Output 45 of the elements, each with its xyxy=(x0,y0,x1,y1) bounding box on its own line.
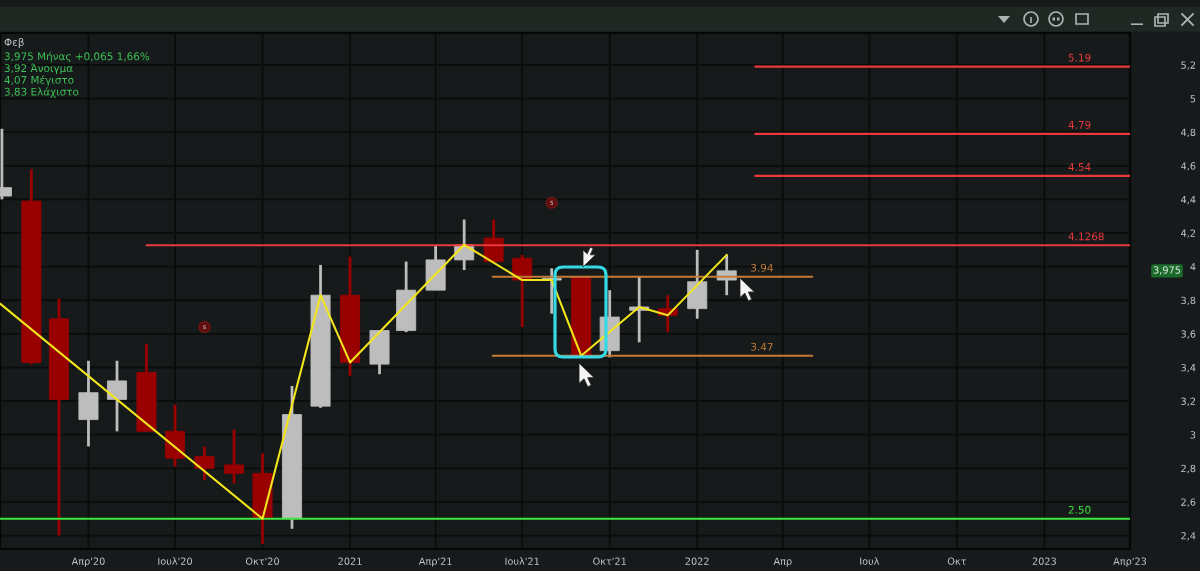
x-tick-label: Ιουλ'20 xyxy=(158,557,192,565)
y-tick-label: 3,4 xyxy=(1181,363,1196,373)
series-label: 3.94 xyxy=(751,263,773,272)
y-tick-label: 5,2 xyxy=(1181,61,1196,70)
y-tick-label: 5 xyxy=(1190,95,1196,103)
x-tick-label: Ιουλ'21 xyxy=(505,557,539,565)
text: 3,975 xyxy=(1153,266,1181,275)
series-label: 2.50 xyxy=(1068,505,1091,514)
x-tick-label: Ιουλ xyxy=(860,557,880,565)
x-tick-label: Απρ'23 xyxy=(1113,557,1147,567)
annotation: Φεβ xyxy=(4,37,24,49)
candlestick xyxy=(106,359,127,433)
y-tick-label: 3,6 xyxy=(1181,330,1196,339)
y-tick-label: 2,8 xyxy=(1181,464,1196,474)
annotation: 3,92 Άνοιγμα xyxy=(4,63,73,75)
annotation: 4,07 Μέγιστο xyxy=(4,75,74,86)
x-tick-label: Οκτ xyxy=(947,557,967,565)
series-label: 4.1268 xyxy=(1068,232,1104,241)
x-tick-label: Οκτ'21 xyxy=(593,557,626,565)
series-label: 4.54 xyxy=(1068,163,1091,171)
y-tick-label: 4,8 xyxy=(1181,128,1196,137)
x-tick-label: Απρ'20 xyxy=(71,557,105,567)
y-tick-label: 4 xyxy=(1190,263,1196,271)
x-tick-label: Απρ xyxy=(773,557,792,567)
y-tick-label: 4,6 xyxy=(1181,162,1196,171)
y-tick-label: 2,6 xyxy=(1181,498,1196,507)
series-label: 4.79 xyxy=(1068,120,1091,129)
y-tick-label: 3 xyxy=(1190,431,1196,439)
x-tick-label: Απρ'21 xyxy=(418,557,452,567)
y-tick-label: 4,4 xyxy=(1181,196,1196,205)
y-tick-label: 4,2 xyxy=(1181,229,1196,238)
line-series xyxy=(0,243,728,520)
series-label: 3.47 xyxy=(751,342,773,351)
candlestick xyxy=(194,445,215,482)
x-tick-label: Οκτ'20 xyxy=(245,557,280,565)
y-tick-label: 3,8 xyxy=(1181,296,1196,306)
series-label: 5.19 xyxy=(1068,53,1091,62)
x-tick-label: 2023 xyxy=(1032,557,1056,565)
candlestick xyxy=(223,428,244,485)
y-tick-label: 3,2 xyxy=(1181,397,1196,406)
annotation: 3,975 Μήνας +0,065 1,66% xyxy=(4,51,150,63)
y-tick-label: 2,4 xyxy=(1181,532,1196,541)
annotation: 3,83 Ελάχιστο xyxy=(4,87,79,98)
x-tick-label: 2021 xyxy=(338,557,362,565)
x-tick-label: 2022 xyxy=(685,557,709,565)
